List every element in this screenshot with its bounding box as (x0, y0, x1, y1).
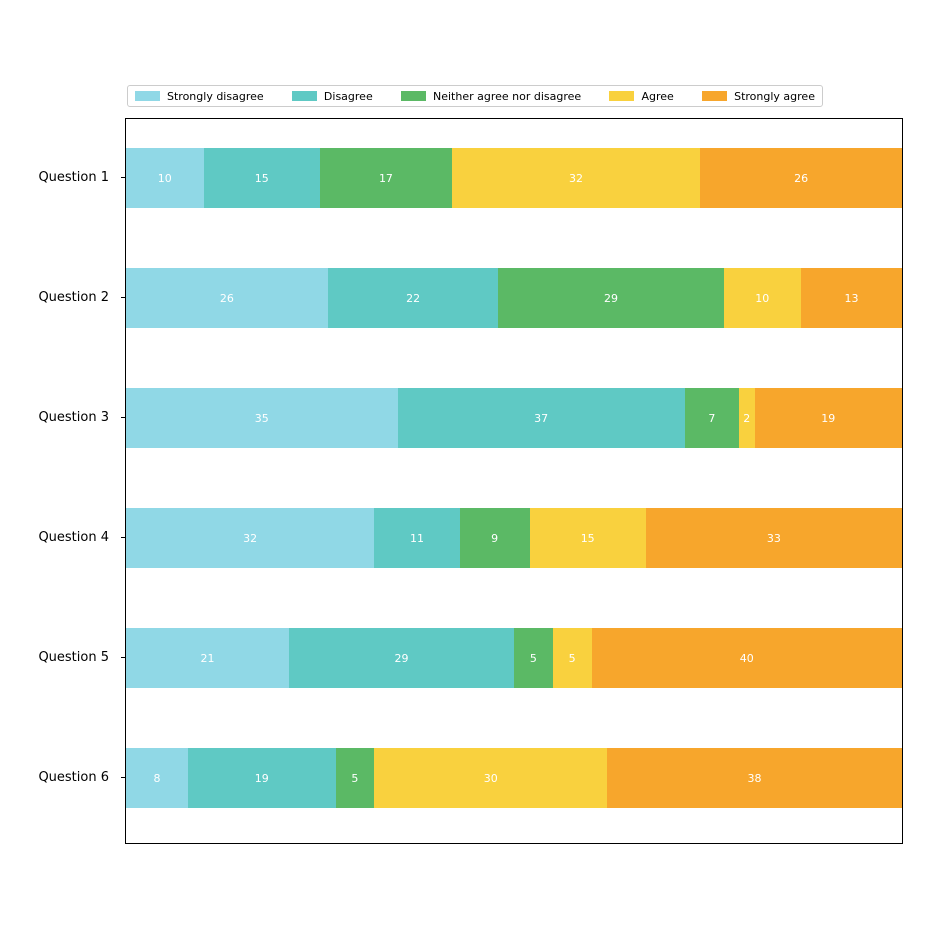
bar-value-label: 11 (409, 531, 424, 545)
bar-value-label: 10 (157, 171, 172, 185)
bar-segment: 5 (513, 628, 553, 688)
legend-item: Neither agree nor disagree (401, 91, 581, 102)
plot-area: 10 15 17 32 26 26 22 29 10 13 35 37 7 2 19 32 11 9 15 33 21 2… (125, 118, 903, 844)
y-axis-category-label: Question 4 (38, 529, 109, 545)
legend-item: Disagree (291, 89, 373, 103)
bar-segment: 38 (607, 748, 902, 808)
y-axis-tick (121, 417, 125, 418)
bar-segment: 2 (739, 388, 755, 448)
bar-row: 8 19 5 30 38 (126, 748, 902, 808)
legend-item: Strongly disagree (135, 91, 264, 102)
bar-segment: 26 (126, 268, 328, 328)
bar-value-label: 7 (708, 411, 716, 425)
bar-value-label: 5 (351, 771, 359, 785)
bar-value-label: 21 (200, 651, 215, 665)
y-axis-tick (121, 177, 125, 178)
bar-value-label: 30 (483, 771, 498, 785)
legend-item: Strongly agree (702, 91, 815, 102)
legend-label: Neither agree nor disagree (433, 89, 582, 103)
bar-value-label: 17 (378, 171, 393, 185)
bar-segment: 33 (645, 508, 902, 568)
bar-row: 26 22 29 10 13 (126, 268, 902, 328)
legend-label: Strongly agree (734, 89, 815, 103)
legend-label: Disagree (323, 89, 373, 103)
bar-segment: 10 (126, 148, 204, 208)
bar-value-label: 37 (534, 411, 549, 425)
bar-value-label: 38 (747, 771, 762, 785)
bar-segment: 5 (335, 748, 375, 808)
bar-segment: 9 (459, 508, 530, 568)
bar-segment: 15 (529, 508, 646, 568)
bar-value-label: 19 (821, 411, 836, 425)
y-axis-category-label: Question 3 (38, 409, 109, 425)
bar-segment: 17 (319, 148, 452, 208)
bar-value-label: 35 (254, 411, 269, 425)
bar-value-label: 29 (603, 291, 618, 305)
bar-value-label: 15 (580, 531, 595, 545)
bar-row: 21 29 5 5 40 (126, 628, 902, 688)
bar-segment: 15 (203, 148, 320, 208)
bar-value-label: 40 (739, 651, 754, 665)
bar-segment: 29 (498, 268, 724, 328)
bar-segment: 30 (374, 748, 608, 808)
bar-segment: 19 (188, 748, 336, 808)
bar-value-label: 22 (406, 291, 421, 305)
legend-label: Agree (641, 89, 674, 103)
bar-value-label: 32 (243, 531, 258, 545)
bar-segment: 21 (126, 628, 289, 688)
y-axis-category-label: Question 1 (38, 169, 109, 185)
bar-segment: 37 (397, 388, 685, 448)
legend-swatch-icon (291, 91, 317, 101)
y-axis-tick (121, 657, 125, 658)
bar-segment: 7 (684, 388, 740, 448)
bar-segment: 13 (801, 268, 902, 328)
bar-row: 35 37 7 2 19 (126, 388, 902, 448)
legend-swatch-icon (135, 91, 160, 101)
bar-row: 10 15 17 32 26 (126, 148, 902, 208)
legend-swatch-icon (609, 91, 635, 101)
bar-segment: 32 (451, 148, 701, 208)
bar-value-label: 32 (569, 171, 584, 185)
bar-value-label: 26 (219, 291, 234, 305)
bar-value-label: 2 (743, 411, 751, 425)
y-axis-category-label: Question 6 (38, 769, 109, 785)
legend-swatch-icon (401, 91, 426, 101)
bar-segment: 32 (126, 508, 375, 568)
bar-segment: 11 (374, 508, 460, 568)
bar-segment: 8 (126, 748, 189, 808)
bar-segment: 5 (552, 628, 592, 688)
y-axis-tick (121, 537, 125, 538)
legend-label: Strongly disagree (167, 89, 264, 103)
bar-value-label: 8 (153, 771, 161, 785)
bar-value-label: 5 (529, 651, 537, 665)
bar-segment: 10 (723, 268, 802, 328)
bar-value-label: 9 (491, 531, 499, 545)
bar-segment: 35 (126, 388, 398, 448)
bar-segment: 29 (288, 628, 514, 688)
bar-value-label: 13 (844, 291, 859, 305)
bar-row: 32 11 9 15 33 (126, 508, 902, 568)
bar-segment: 22 (327, 268, 499, 328)
legend: Strongly disagree Disagree Neither agree n… (127, 85, 823, 107)
bar-segment: 19 (754, 388, 902, 448)
bar-value-label: 33 (766, 531, 781, 545)
bar-segment: 26 (700, 148, 902, 208)
bar-value-label: 19 (254, 771, 269, 785)
y-axis-tick (121, 777, 125, 778)
y-axis-category-label: Question 2 (38, 289, 109, 305)
legend-swatch-icon (702, 91, 728, 101)
bar-value-label: 5 (568, 651, 576, 665)
legend-item: Agree (609, 89, 674, 103)
y-axis-tick (121, 297, 125, 298)
bar-segment: 40 (591, 628, 902, 688)
bar-value-label: 29 (394, 651, 409, 665)
bar-value-label: 15 (254, 171, 269, 185)
bar-value-label: 26 (794, 171, 809, 185)
bar-value-label: 10 (755, 291, 770, 305)
y-axis-category-label: Question 5 (38, 649, 109, 665)
